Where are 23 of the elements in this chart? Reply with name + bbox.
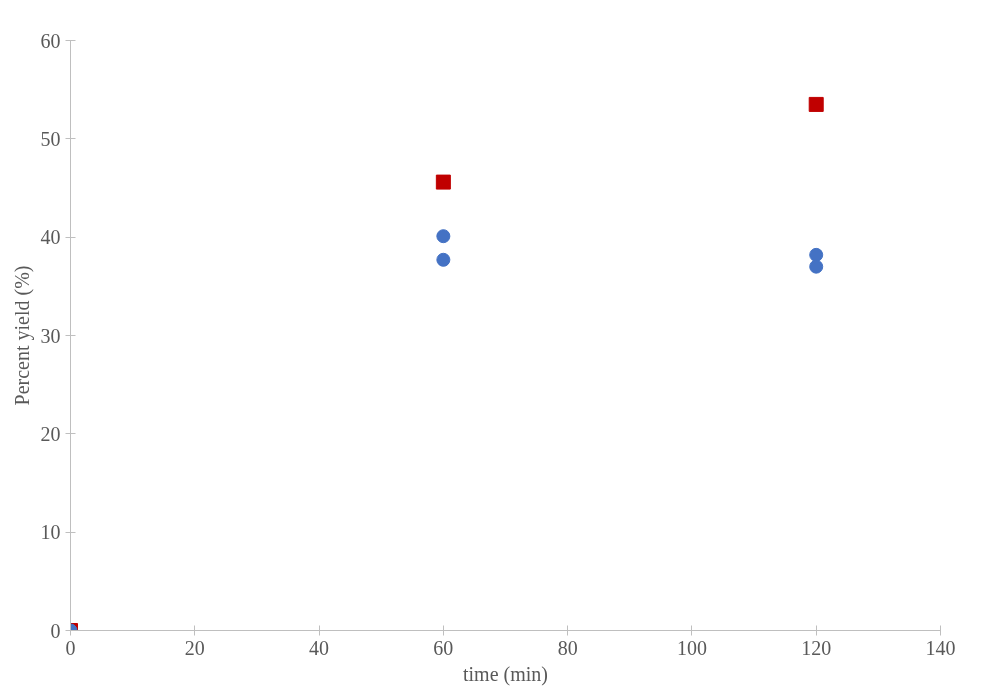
point <box>808 96 824 112</box>
y-tick-label: 20 <box>40 422 61 445</box>
point <box>435 174 451 190</box>
y-axis-title: Percent yield (%) <box>10 265 34 406</box>
x-tick-label: 140 <box>925 636 956 659</box>
point <box>436 229 451 244</box>
x-tick-label: 80 <box>557 636 578 659</box>
x-tick-label: 40 <box>309 636 330 659</box>
y-tick-label: 0 <box>50 619 61 642</box>
y-tick-label: 30 <box>40 324 61 347</box>
y-tick-label: 40 <box>40 226 61 249</box>
x-tick-label: 120 <box>801 636 832 659</box>
y-tick-label: 50 <box>40 127 61 150</box>
y-tick-label: 10 <box>40 521 61 544</box>
x-tick-label: 100 <box>676 636 707 659</box>
point <box>809 247 824 262</box>
x-tick-label: 60 <box>433 636 454 659</box>
x-axis-title: time (min) <box>463 662 548 686</box>
x-tick-label: 20 <box>184 636 205 659</box>
point <box>809 259 824 274</box>
point <box>436 252 451 267</box>
y-tick-label: 60 <box>40 29 61 52</box>
x-tick-label: 0 <box>65 636 76 659</box>
